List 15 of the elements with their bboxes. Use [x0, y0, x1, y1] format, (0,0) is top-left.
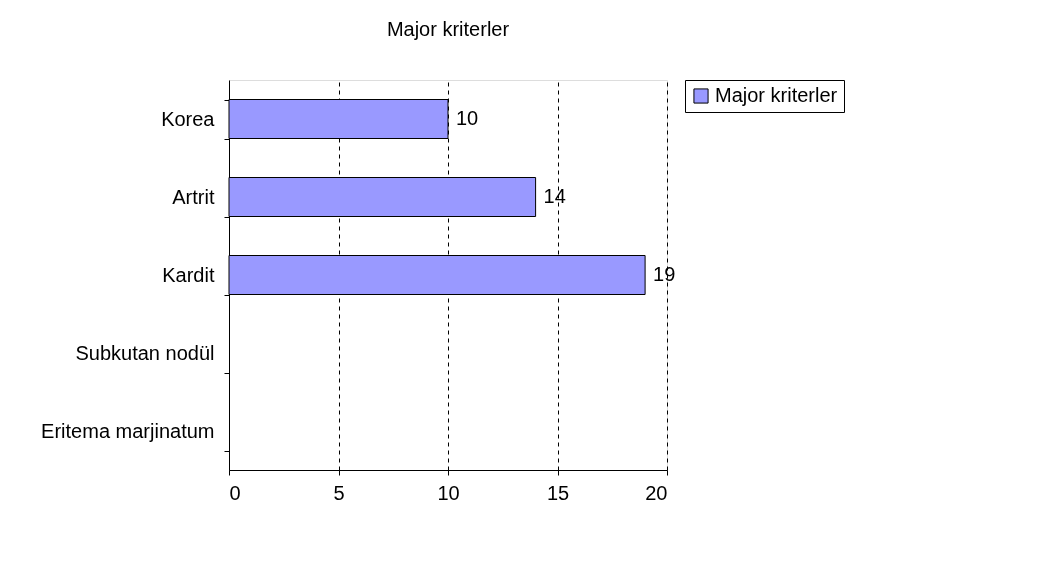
- legend-label: Major kriterler: [715, 84, 838, 106]
- text: 19: [653, 263, 676, 285]
- text: 14: [543, 185, 566, 207]
- chart-title: Major kriterler: [386, 18, 510, 40]
- y-tick-label: Eritema marjinatum: [41, 419, 215, 442]
- x-tick-label: 5: [333, 481, 345, 504]
- y-tick-label: Artrit: [172, 185, 215, 208]
- text: 10: [456, 107, 479, 129]
- x-tick-label: 10: [437, 481, 460, 504]
- y-tick-label: Korea: [161, 107, 216, 130]
- x-tick-label: 0: [229, 481, 241, 504]
- x-tick-label: 15: [546, 481, 570, 504]
- y-tick-label: Subkutan nodül: [75, 341, 215, 364]
- y-tick-label: Kardit: [162, 263, 215, 286]
- x-tick-label: 20: [645, 481, 668, 504]
